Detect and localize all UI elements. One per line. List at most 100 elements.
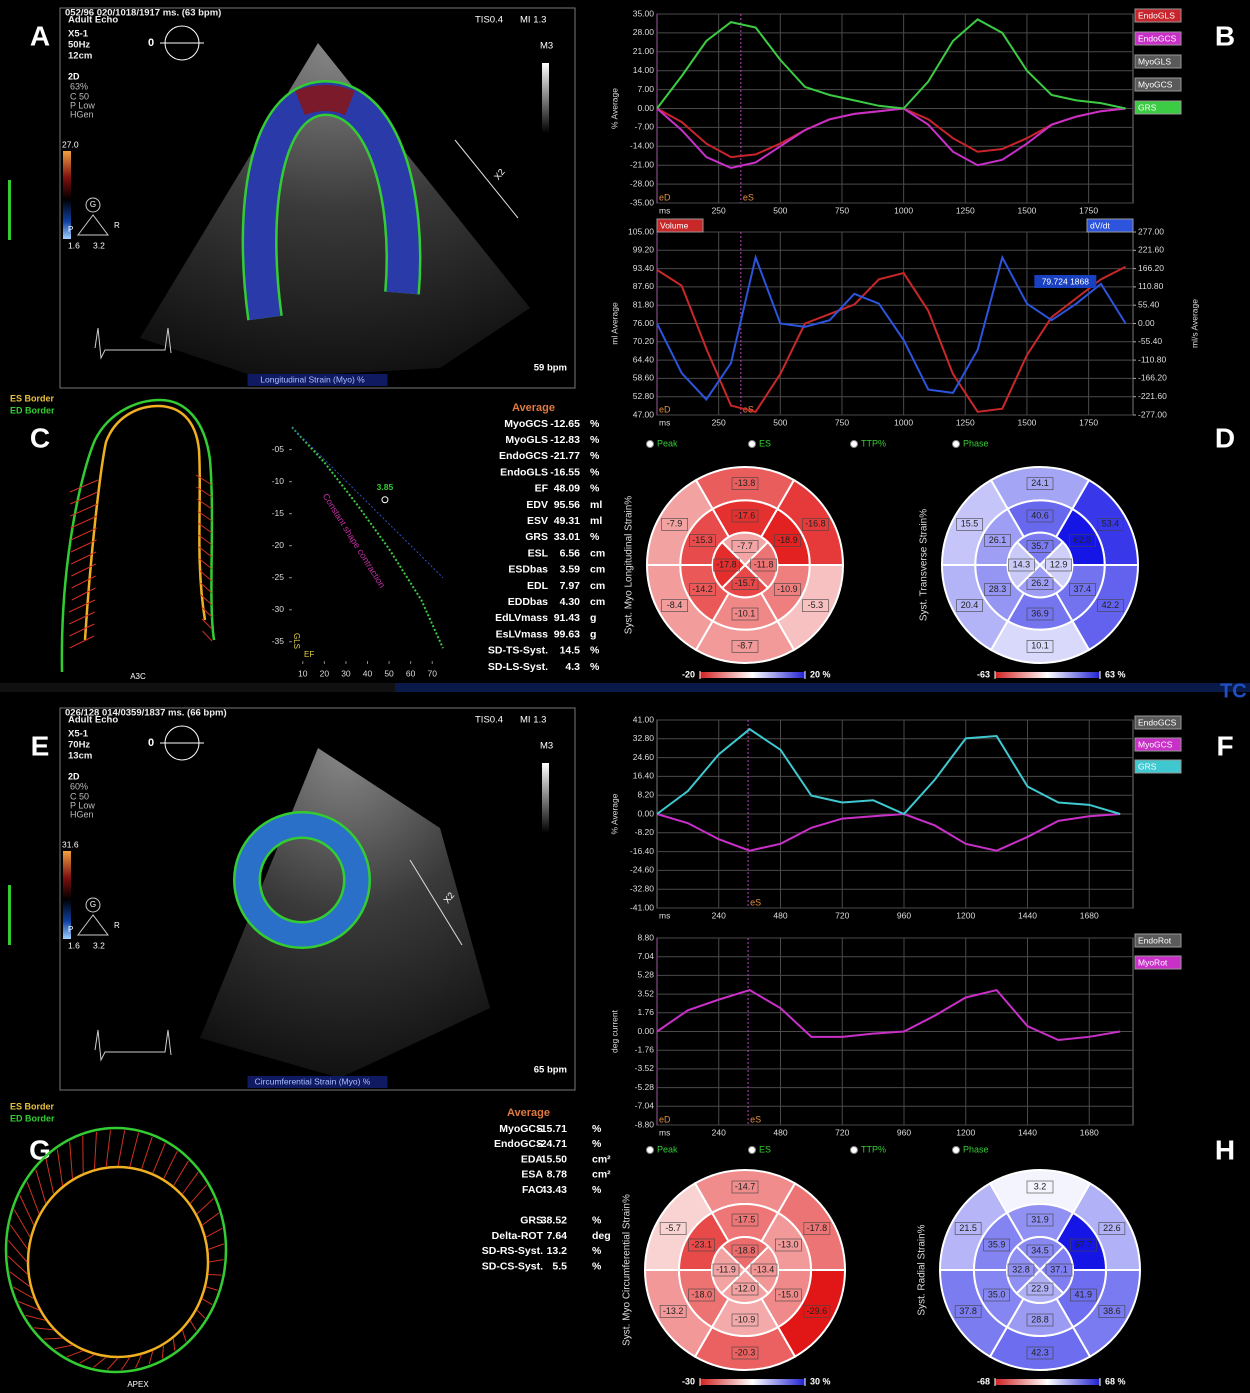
bpm: 59 bpm xyxy=(534,363,567,374)
y2-axis-label: ml/s Average xyxy=(1189,299,1199,348)
y-tick-label: 5.28 xyxy=(637,970,654,980)
bpm: 65 bpm xyxy=(534,1065,567,1076)
hatch xyxy=(206,1228,222,1237)
segment-value: 22.6 xyxy=(1103,1223,1121,1233)
metric-name: ESV xyxy=(527,515,548,527)
segment-value: -17.6 xyxy=(735,510,756,520)
hatch xyxy=(203,631,213,641)
metric-value: 43.43 xyxy=(541,1184,567,1196)
y-tick-label: 7.00 xyxy=(637,84,654,94)
hatch xyxy=(202,1213,219,1225)
y-tick-label: 47.00 xyxy=(633,409,655,419)
legend-ed: ED Border xyxy=(10,1113,55,1123)
ed-border xyxy=(6,1128,226,1372)
scale-min: -68 xyxy=(977,1376,990,1386)
hatch xyxy=(190,1185,206,1204)
x-unit: ms xyxy=(659,417,670,427)
y2-tick-label: 0.00 xyxy=(1138,318,1155,328)
metric-name: EndoGCS xyxy=(494,1138,543,1150)
y-tick-label: 105.00 xyxy=(628,226,654,236)
x-tick-label: 1750 xyxy=(1079,205,1098,215)
y-tick-label: 7.04 xyxy=(637,951,654,961)
hatch xyxy=(93,1357,106,1367)
legend-label: EndoRot xyxy=(1138,935,1172,945)
metric-unit: % xyxy=(592,1138,602,1150)
hatch xyxy=(80,1355,95,1363)
metric-value: -24.71 xyxy=(537,1138,567,1150)
metric-name: GRS xyxy=(520,1215,543,1227)
echo-info: X5-1 xyxy=(68,729,89,740)
y-tick-label: -35 xyxy=(272,636,285,646)
scale-max: 27.0 xyxy=(62,139,79,149)
segment-value: -23.1 xyxy=(691,1239,712,1249)
view-label: A3C xyxy=(130,672,146,681)
metric-unit: ml xyxy=(590,499,602,511)
segment-value: 3.2 xyxy=(1034,1181,1047,1191)
scale-max: 68 % xyxy=(1105,1376,1126,1386)
segment-value: 35.0 xyxy=(988,1289,1006,1299)
echo-mode: 2D xyxy=(68,771,80,781)
segment-value: 31.9 xyxy=(1031,1214,1049,1224)
segment-value: -11.9 xyxy=(716,1264,736,1274)
y-tick-label: -8.20 xyxy=(635,827,655,837)
metric-name: SD-TS-Syst. xyxy=(488,645,548,657)
x-tick-label: 20 xyxy=(320,668,330,678)
legend-es: ES Border xyxy=(10,393,55,403)
scale-min: -30 xyxy=(682,1376,695,1386)
y-tick-label: 8.20 xyxy=(637,789,654,799)
metric-unit: % xyxy=(592,1215,602,1227)
y2-tick-label: -110.80 xyxy=(1138,354,1166,364)
x-unit: ms xyxy=(659,205,670,215)
y-tick-label: -8.80 xyxy=(635,1119,655,1129)
scale-min: 3.2 xyxy=(93,240,105,250)
x-tick-label: 750 xyxy=(835,205,849,215)
option-radio xyxy=(953,441,960,448)
page: ABCDEFGHTC052/96 020/1018/1917 ms. (63 b… xyxy=(0,0,1250,1393)
metric-unit: % xyxy=(592,1245,602,1257)
hatch xyxy=(162,1345,163,1358)
segment-value: -18.8 xyxy=(735,1245,756,1255)
metric-unit: ml xyxy=(590,515,602,527)
hatch xyxy=(173,1338,174,1351)
segment-value: -13.2 xyxy=(663,1306,684,1316)
bullseye-title: Syst. Radial Strain% xyxy=(917,1224,928,1315)
y-axis-label: GLS xyxy=(292,633,301,649)
point-label: 3.85 xyxy=(377,482,394,492)
segment-value: -10.1 xyxy=(735,608,756,618)
hatch xyxy=(200,571,212,581)
echo-mode: HGen xyxy=(70,109,94,119)
y-tick-label: 99.20 xyxy=(633,245,655,255)
y-tick-label: 93.40 xyxy=(633,263,655,273)
x-tick-label: 10 xyxy=(298,668,308,678)
metric-unit: % xyxy=(590,645,600,657)
y2-tick-label: -277.00 xyxy=(1138,409,1167,419)
hatch xyxy=(55,1345,73,1349)
segment-value: 35.9 xyxy=(988,1239,1006,1249)
hatch xyxy=(20,1195,34,1225)
y-tick-label: 35.00 xyxy=(633,8,655,18)
segment-value: 35.7 xyxy=(1031,541,1049,551)
hatch xyxy=(107,1358,118,1370)
y-tick-label: -21.00 xyxy=(630,159,654,169)
metric-value: 99.63 xyxy=(554,628,580,640)
metric-name: ESL xyxy=(528,547,549,559)
segment-value: 53.4 xyxy=(1102,519,1120,529)
y-tick-label: 0.00 xyxy=(637,808,654,818)
segment-value: -8.4 xyxy=(667,600,683,610)
x-tick-label: 40 xyxy=(363,668,373,678)
scale-min: -20 xyxy=(682,669,695,679)
y-tick-label: 21.00 xyxy=(633,46,655,56)
y-tick-label: 0.00 xyxy=(637,103,654,113)
metric-value: 5.5 xyxy=(552,1260,567,1272)
panel-letter: A xyxy=(30,20,50,51)
segment-value: -15.7 xyxy=(735,578,756,588)
x-tick-label: 60 xyxy=(406,668,416,678)
y-tick-label: 16.40 xyxy=(633,771,655,781)
metric-unit: % xyxy=(590,450,600,462)
segment-value: -17.8 xyxy=(807,1223,828,1233)
scale-max: 20 % xyxy=(810,669,831,679)
y-axis-label: % Average xyxy=(609,88,619,129)
option-radio xyxy=(749,441,756,448)
x-tick-label: 750 xyxy=(835,417,849,427)
icon-label: R xyxy=(114,921,120,930)
